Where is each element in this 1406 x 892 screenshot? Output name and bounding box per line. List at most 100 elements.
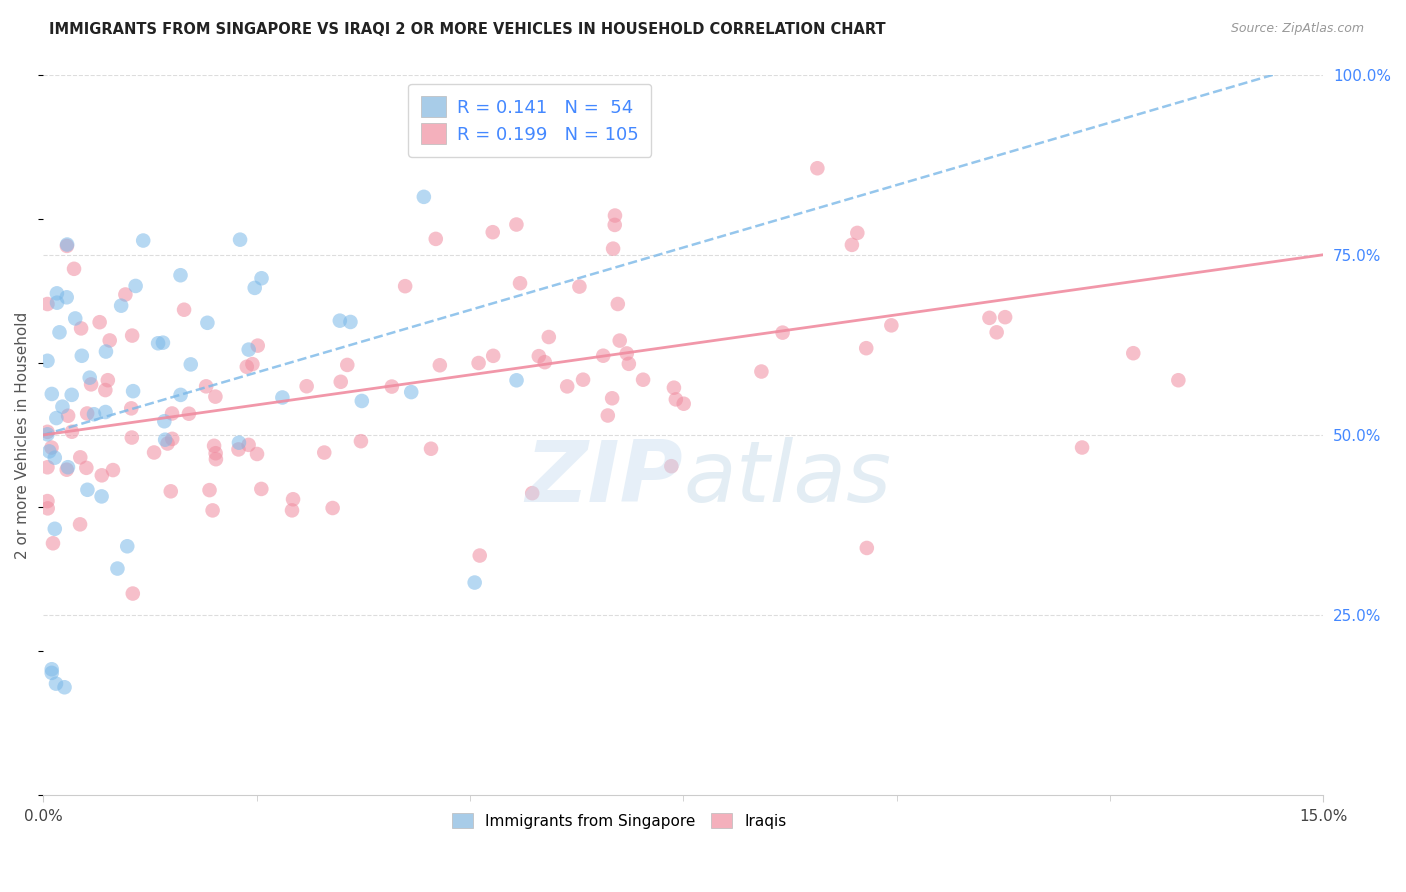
Point [505,373,527,387]
Point [350,394,373,409]
Point [329,313,352,327]
Point [48,326,70,340]
Point [37,297,59,311]
Point [856,541,879,555]
Point [46,295,69,310]
Point [89,315,111,329]
Point [336,358,359,372]
Point [246,338,269,352]
Point [121,431,143,445]
Point [592,349,614,363]
Point [806,161,828,176]
Point [205,452,228,467]
Point [202,439,225,453]
Point [45,286,67,301]
Point [156,436,179,450]
Point [609,334,631,348]
Point [246,447,269,461]
Point [602,242,624,256]
Point [75,460,97,475]
Point [1122,346,1144,360]
Point [467,356,489,370]
Point [228,435,250,450]
Point [420,442,443,456]
Point [162,432,184,446]
Point [236,359,259,374]
Point [665,392,688,407]
Point [180,358,202,372]
Point [55,290,77,304]
Point [425,232,447,246]
Point [662,381,685,395]
Point [238,438,260,452]
Point [56,239,79,253]
Point [600,391,623,405]
Point [481,225,503,239]
Point [41,665,63,680]
Point [143,445,166,459]
Point [986,326,1008,340]
Point [606,297,628,311]
Point [229,233,252,247]
Point [412,190,434,204]
Point [173,302,195,317]
Point [101,463,124,477]
Point [44,522,66,536]
Point [37,427,59,442]
Point [60,425,83,439]
Point [329,375,352,389]
Point [482,349,505,363]
Point [90,468,112,483]
Point [195,379,218,393]
Point [177,407,200,421]
Text: Source: ZipAtlas.com: Source: ZipAtlas.com [1230,22,1364,36]
Point [83,407,105,421]
Point [90,490,112,504]
Point [146,336,169,351]
Point [114,287,136,301]
Point [70,349,93,363]
Point [527,349,550,363]
Point [41,662,63,676]
Point [979,310,1001,325]
Point [880,318,903,333]
Point [509,277,531,291]
Point [228,442,250,457]
Point [322,501,344,516]
Point [69,517,91,532]
Point [522,486,544,500]
Point [121,586,143,600]
Point [169,268,191,283]
Point [198,483,221,497]
Point [631,373,654,387]
Point [271,391,294,405]
Point [37,425,59,439]
Point [94,344,117,359]
Point [55,463,77,477]
Text: IMMIGRANTS FROM SINGAPORE VS IRAQI 2 OR MORE VEHICLES IN HOUSEHOLD CORRELATION C: IMMIGRANTS FROM SINGAPORE VS IRAQI 2 OR … [49,22,886,37]
Point [841,238,863,252]
Point [295,379,318,393]
Point [281,503,304,517]
Point [1167,373,1189,387]
Point [98,334,121,348]
Point [617,357,640,371]
Point [394,279,416,293]
Point [117,539,139,553]
Point [846,226,869,240]
Point [56,409,79,423]
Point [568,279,591,293]
Point [250,482,273,496]
Point [51,400,73,414]
Point [41,387,63,401]
Point [37,460,59,475]
Point [80,377,103,392]
Point [76,483,98,497]
Point [505,218,527,232]
Point [120,401,142,416]
Point [533,355,555,369]
Point [314,445,336,459]
Point [70,321,93,335]
Point [152,335,174,350]
Point [121,328,143,343]
